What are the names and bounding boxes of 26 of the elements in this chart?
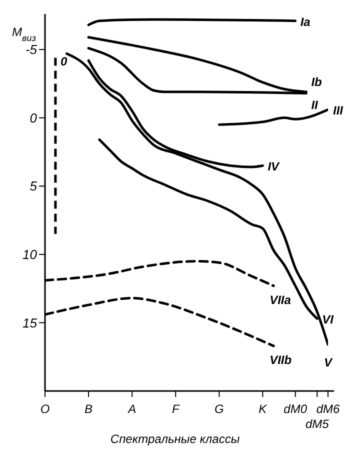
y-tick-label: 0 bbox=[30, 110, 38, 126]
x-tick-label: G bbox=[214, 402, 224, 416]
y-tick-label: 5 bbox=[30, 178, 38, 194]
series-label: V bbox=[324, 356, 333, 370]
x-tick-label: dM6 bbox=[316, 402, 340, 416]
y-tick-label: -5 bbox=[25, 42, 38, 58]
x-tick-label: dM5 bbox=[305, 417, 330, 431]
series-label: 0 bbox=[60, 54, 68, 69]
series-label: Ia bbox=[300, 14, 311, 29]
x-axis-title: Спектральные классы bbox=[110, 432, 240, 446]
series-label: VIIb bbox=[270, 352, 292, 367]
x-tick-label: K bbox=[258, 402, 268, 416]
y-tick-label: 10 bbox=[22, 247, 38, 262]
y-axis-title: M$_{виз}$ bbox=[12, 25, 36, 43]
series-label: VI bbox=[322, 312, 334, 327]
y-tick-label: 15 bbox=[22, 315, 38, 330]
x-tick-label: O bbox=[40, 402, 50, 416]
x-tick-label: B bbox=[84, 402, 93, 416]
series-label: III bbox=[333, 104, 344, 118]
series-label: VIIa bbox=[270, 292, 292, 307]
x-tick-label: dM0 bbox=[284, 402, 308, 416]
x-tick-label: A bbox=[127, 402, 136, 416]
series-label: Ib bbox=[311, 74, 322, 89]
x-tick-label: F bbox=[172, 402, 180, 416]
series-label: II bbox=[311, 98, 319, 112]
series-label: IV bbox=[268, 160, 280, 174]
